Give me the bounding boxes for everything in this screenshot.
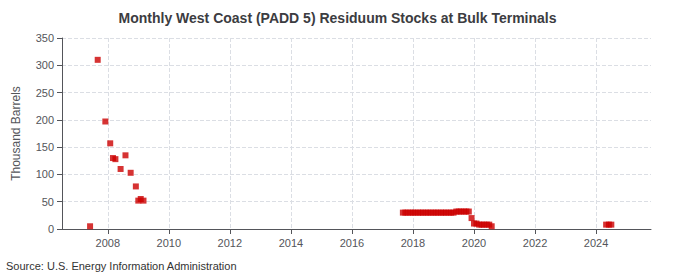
- svg-text:2010: 2010: [157, 237, 181, 249]
- svg-text:2018: 2018: [401, 237, 425, 249]
- svg-text:2022: 2022: [523, 237, 547, 249]
- svg-text:2008: 2008: [96, 237, 120, 249]
- svg-text:2016: 2016: [340, 237, 364, 249]
- svg-text:Source: U.S. Energy Informatio: Source: U.S. Energy Information Administ…: [6, 260, 237, 272]
- svg-text:2014: 2014: [279, 237, 303, 249]
- svg-text:2024: 2024: [584, 237, 608, 249]
- svg-text:150: 150: [36, 141, 54, 153]
- svg-text:Thousand Barrels: Thousand Barrels: [9, 86, 23, 181]
- svg-text:2020: 2020: [462, 237, 486, 249]
- svg-text:200: 200: [36, 114, 54, 126]
- svg-text:50: 50: [42, 196, 54, 208]
- svg-text:250: 250: [36, 87, 54, 99]
- svg-text:2012: 2012: [218, 237, 242, 249]
- svg-text:100: 100: [36, 168, 54, 180]
- svg-text:350: 350: [36, 32, 54, 44]
- svg-text:0: 0: [48, 223, 54, 235]
- svg-text:Monthly West Coast (PADD 5) Re: Monthly West Coast (PADD 5) Residuum Sto…: [119, 10, 557, 26]
- svg-text:300: 300: [36, 59, 54, 71]
